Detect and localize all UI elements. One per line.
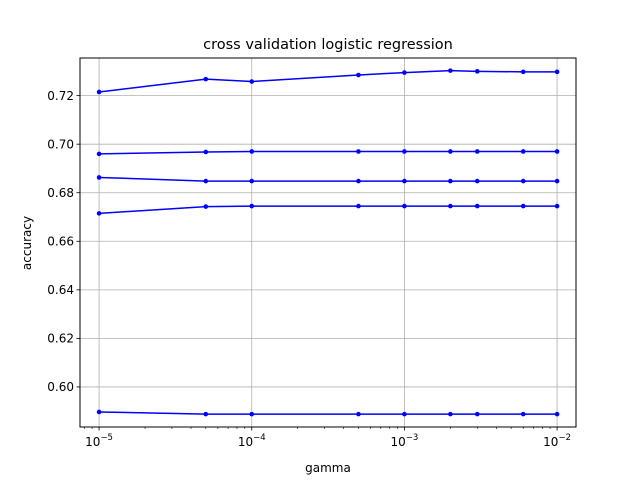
y-tick-label: 0.60 <box>47 380 74 394</box>
data-point <box>203 76 209 82</box>
data-point <box>554 411 560 417</box>
x-tick-label: 10−4 <box>238 433 266 449</box>
series-line <box>98 69 558 93</box>
data-point <box>249 149 255 154</box>
y-tick-label: 0.68 <box>47 186 74 200</box>
series-line <box>99 150 558 155</box>
data-point <box>474 69 480 74</box>
y-tick-label: 0.72 <box>47 89 74 103</box>
axis-ticks: 0.60 0.62 0.64 0.66 0.68 0.70 0.72 10−5 10−4 10−3… <box>47 89 571 449</box>
x-tick-label: 10−5 <box>85 433 113 449</box>
series-line <box>99 176 558 182</box>
y-axis-label: accuracy <box>20 216 34 270</box>
data-point <box>96 175 102 180</box>
data-point <box>402 178 407 184</box>
data-point <box>520 178 526 184</box>
data-point <box>554 149 560 154</box>
data-point <box>96 151 102 157</box>
data-point <box>402 149 407 154</box>
data-point <box>448 68 453 73</box>
data-point <box>474 178 480 184</box>
data-point <box>203 204 209 209</box>
y-tick-label: 0.62 <box>47 332 74 346</box>
data-point <box>554 203 560 209</box>
data-point <box>249 178 255 184</box>
data-point <box>554 178 560 184</box>
data-point <box>448 178 453 184</box>
x-tick-label: 10−3 <box>391 433 419 449</box>
data-point <box>474 203 480 209</box>
data-point <box>356 149 361 154</box>
data-point <box>520 149 526 154</box>
data-point <box>203 411 209 417</box>
data-point <box>356 72 361 78</box>
data-point <box>402 411 407 417</box>
series-group <box>96 68 560 417</box>
grid <box>80 58 576 427</box>
data-point <box>356 178 361 184</box>
y-tick-label: 0.66 <box>47 235 74 249</box>
data-point <box>520 203 526 209</box>
data-point <box>520 411 526 417</box>
data-point <box>356 203 361 209</box>
data-point <box>448 149 453 154</box>
data-point <box>249 79 255 84</box>
data-point <box>474 149 480 154</box>
series-line <box>99 411 558 415</box>
data-point <box>402 70 407 75</box>
chart-title: cross validation logistic regression <box>203 37 453 53</box>
data-point <box>96 89 102 95</box>
data-point <box>96 211 102 216</box>
data-point <box>402 203 407 209</box>
y-tick-label: 0.70 <box>47 137 74 151</box>
data-point <box>448 411 453 417</box>
data-point <box>249 411 255 417</box>
data-point <box>249 203 255 209</box>
data-point <box>520 69 526 75</box>
y-tick-label: 0.64 <box>47 283 74 297</box>
series-line <box>99 205 558 215</box>
data-point <box>554 69 560 75</box>
data-point <box>203 178 209 184</box>
x-axis-label: gamma <box>305 461 351 475</box>
plot-frame <box>79 57 577 428</box>
data-point <box>448 203 453 209</box>
data-point <box>356 411 361 417</box>
data-point <box>96 409 102 415</box>
data-point <box>203 149 209 155</box>
x-tick-label: 10−2 <box>543 433 571 449</box>
data-point <box>474 411 480 417</box>
